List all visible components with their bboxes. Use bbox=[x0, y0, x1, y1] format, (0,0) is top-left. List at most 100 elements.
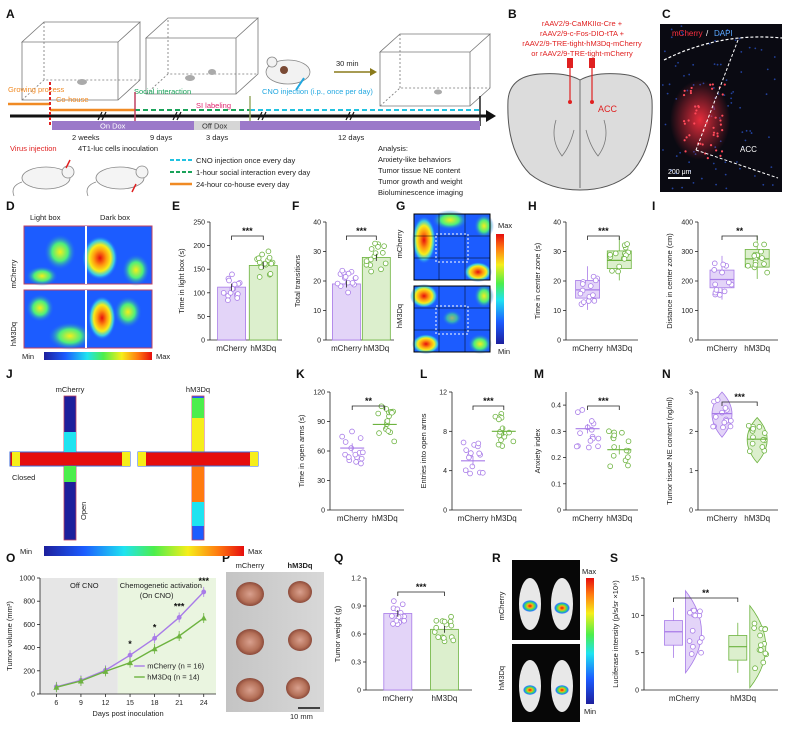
chart-e: 0 50 100 150 200 250 Time in light box (s) mChe… bbox=[177, 220, 282, 353]
legend-label: mCherry (n = 16) bbox=[147, 662, 204, 671]
half-violin bbox=[749, 604, 767, 689]
legend-social: 1-hour social interaction every day bbox=[196, 168, 310, 177]
dapi-dot bbox=[766, 68, 769, 71]
data-point bbox=[102, 668, 109, 674]
data-point bbox=[588, 418, 595, 424]
mcherry-cell bbox=[712, 133, 715, 137]
data-point bbox=[176, 633, 183, 639]
data-point bbox=[714, 397, 721, 403]
dapi-dot bbox=[719, 33, 722, 36]
x-tick-label: hM3Dq bbox=[606, 344, 632, 353]
y-tick-label: 10 bbox=[313, 308, 321, 315]
x-tick-label: 6 bbox=[54, 700, 58, 707]
tumor-icon bbox=[286, 677, 310, 699]
data-point bbox=[610, 453, 617, 459]
data-point bbox=[463, 447, 469, 453]
y-tick-label: 0.3 bbox=[351, 660, 361, 667]
mcherry-cell bbox=[690, 86, 693, 90]
chart-i: 0 100 200 300 400 Distance in center zone (cm… bbox=[665, 220, 778, 353]
y-tick-label: 40 bbox=[553, 220, 561, 227]
colorbar-min: Min bbox=[22, 352, 34, 361]
data-point bbox=[368, 268, 374, 275]
region-label: ACC bbox=[598, 104, 618, 114]
data-point bbox=[499, 425, 506, 432]
data-point bbox=[699, 635, 705, 641]
y-tick-label: 20 bbox=[313, 279, 321, 286]
duration-label: 12 days bbox=[338, 133, 365, 142]
dapi-dot bbox=[670, 169, 673, 172]
data-point bbox=[267, 271, 274, 277]
data-point bbox=[607, 463, 614, 470]
y-tick-label: 0 bbox=[689, 338, 693, 345]
on-cno-region bbox=[117, 578, 216, 694]
significance-bracket bbox=[346, 235, 377, 240]
data-point bbox=[345, 289, 351, 296]
x-tick-label: hM3Dq bbox=[363, 344, 389, 353]
data-point bbox=[606, 428, 612, 435]
dapi-dot bbox=[773, 78, 776, 81]
data-point bbox=[580, 299, 587, 305]
dapi-dot bbox=[750, 132, 753, 134]
maze-heatmap-hm3dq bbox=[137, 395, 259, 541]
analysis-item: Tumor growth and weight bbox=[378, 177, 463, 186]
x-tick-label: hM3Dq bbox=[744, 344, 770, 353]
panel-label-q: Q bbox=[334, 551, 343, 565]
legend-label: hM3Dq (n = 14) bbox=[147, 673, 200, 682]
mcherry-cell bbox=[719, 123, 722, 126]
analysis-title: Analysis: bbox=[378, 144, 408, 153]
data-point bbox=[625, 438, 632, 445]
data-point bbox=[152, 635, 158, 641]
y-tick-label: 0 bbox=[443, 508, 447, 515]
cage-icon bbox=[378, 33, 492, 107]
data-point bbox=[757, 642, 764, 648]
on-dox-bar bbox=[52, 121, 194, 130]
dapi-dot bbox=[740, 71, 743, 73]
data-point bbox=[346, 454, 352, 460]
data-point bbox=[713, 287, 720, 293]
x-tick-label: mCherry bbox=[331, 344, 362, 353]
y-tick-label: 400 bbox=[681, 220, 693, 227]
y-axis-label: Time in light box (s) bbox=[177, 248, 186, 314]
y-tick-label: 300 bbox=[681, 249, 693, 256]
y-tick-label: 0 bbox=[357, 688, 361, 695]
dapi-dot bbox=[723, 94, 726, 97]
data-point bbox=[719, 269, 725, 276]
photo-label-hm3dq: hM3Dq bbox=[288, 561, 313, 570]
dapi-dot bbox=[734, 39, 737, 42]
data-point bbox=[586, 444, 592, 451]
region-label-off: Off CNO bbox=[70, 581, 99, 590]
data-point bbox=[266, 254, 273, 261]
y-tick-label: 1000 bbox=[19, 576, 35, 583]
data-point bbox=[587, 438, 594, 444]
data-point bbox=[435, 634, 441, 640]
dapi-dot bbox=[771, 184, 774, 186]
data-point bbox=[752, 665, 758, 672]
panel-label-j: J bbox=[6, 367, 13, 381]
y-tick-label: 50 bbox=[197, 314, 205, 321]
mcherry-cell bbox=[701, 143, 704, 146]
y-tick-label: 200 bbox=[681, 279, 693, 286]
data-point bbox=[468, 450, 474, 456]
y-tick-label: 800 bbox=[23, 599, 35, 606]
data-point bbox=[339, 433, 345, 440]
mcherry-cell bbox=[716, 135, 719, 138]
significance-bracket bbox=[587, 235, 620, 240]
y-tick-label: 120 bbox=[313, 390, 325, 397]
data-point bbox=[750, 425, 756, 432]
data-point bbox=[588, 426, 595, 433]
y-axis-label: Tumor tissue NE content (ng/ml) bbox=[665, 397, 674, 505]
dapi-dot bbox=[692, 181, 695, 184]
data-point bbox=[717, 292, 723, 298]
colorbar bbox=[44, 352, 152, 360]
y-tick-label: 200 bbox=[193, 243, 205, 250]
dapi-dot bbox=[773, 56, 776, 58]
data-point bbox=[760, 437, 766, 443]
colorbar-min: Min bbox=[498, 347, 510, 356]
panel-c-micrograph: mCherry / DAPI ACC 200 μm bbox=[660, 24, 783, 192]
bar bbox=[248, 265, 278, 341]
mouse-injection-icon bbox=[265, 56, 311, 91]
data-point bbox=[720, 261, 727, 268]
data-point bbox=[697, 608, 703, 615]
dapi-dot bbox=[716, 63, 719, 66]
mcherry-cell bbox=[685, 136, 688, 139]
